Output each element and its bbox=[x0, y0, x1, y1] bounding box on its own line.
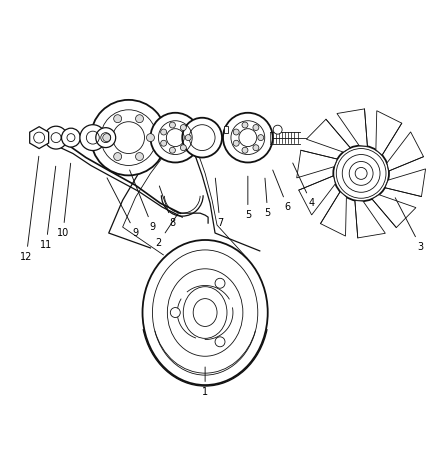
Text: 2: 2 bbox=[155, 212, 179, 248]
Polygon shape bbox=[372, 195, 416, 228]
Polygon shape bbox=[320, 191, 346, 236]
Circle shape bbox=[62, 128, 80, 147]
Polygon shape bbox=[306, 119, 350, 152]
Polygon shape bbox=[30, 127, 49, 149]
Circle shape bbox=[160, 129, 167, 135]
Circle shape bbox=[181, 124, 186, 131]
Text: 8: 8 bbox=[159, 186, 175, 228]
Circle shape bbox=[151, 113, 200, 162]
Circle shape bbox=[80, 125, 106, 151]
Circle shape bbox=[185, 134, 191, 141]
Text: 7: 7 bbox=[215, 178, 223, 228]
Circle shape bbox=[181, 145, 186, 151]
Text: 4: 4 bbox=[293, 163, 315, 208]
Circle shape bbox=[91, 100, 166, 175]
Circle shape bbox=[114, 115, 122, 123]
Circle shape bbox=[273, 125, 282, 134]
Text: 5: 5 bbox=[265, 178, 271, 218]
Text: 3: 3 bbox=[395, 198, 424, 252]
Circle shape bbox=[135, 115, 143, 123]
Text: 1: 1 bbox=[202, 367, 208, 397]
Text: 5: 5 bbox=[245, 176, 251, 220]
Text: 9: 9 bbox=[107, 178, 139, 238]
Polygon shape bbox=[337, 109, 367, 146]
Text: 11: 11 bbox=[40, 166, 56, 250]
Circle shape bbox=[215, 337, 225, 347]
Circle shape bbox=[96, 128, 116, 148]
Circle shape bbox=[333, 145, 389, 201]
Polygon shape bbox=[387, 132, 424, 171]
Circle shape bbox=[160, 140, 167, 146]
Text: 10: 10 bbox=[57, 163, 71, 238]
Circle shape bbox=[253, 145, 259, 151]
Circle shape bbox=[103, 133, 111, 142]
Circle shape bbox=[233, 129, 239, 135]
Circle shape bbox=[233, 140, 239, 146]
Circle shape bbox=[215, 278, 225, 288]
Circle shape bbox=[114, 152, 122, 161]
Circle shape bbox=[169, 147, 175, 153]
Polygon shape bbox=[376, 111, 402, 155]
Circle shape bbox=[45, 126, 67, 149]
Circle shape bbox=[253, 124, 259, 131]
Polygon shape bbox=[355, 200, 385, 238]
Circle shape bbox=[135, 152, 143, 161]
Polygon shape bbox=[299, 176, 335, 215]
Circle shape bbox=[242, 122, 248, 128]
Polygon shape bbox=[224, 126, 228, 133]
Text: 12: 12 bbox=[20, 156, 39, 262]
Ellipse shape bbox=[143, 240, 268, 385]
Circle shape bbox=[223, 113, 273, 162]
Circle shape bbox=[258, 134, 264, 141]
Polygon shape bbox=[385, 169, 426, 197]
Circle shape bbox=[170, 307, 180, 317]
Text: 6: 6 bbox=[273, 170, 291, 212]
Circle shape bbox=[169, 122, 175, 128]
Polygon shape bbox=[297, 150, 337, 178]
Circle shape bbox=[147, 133, 154, 142]
Text: 9: 9 bbox=[130, 170, 156, 232]
Circle shape bbox=[242, 147, 248, 153]
Circle shape bbox=[182, 118, 222, 158]
